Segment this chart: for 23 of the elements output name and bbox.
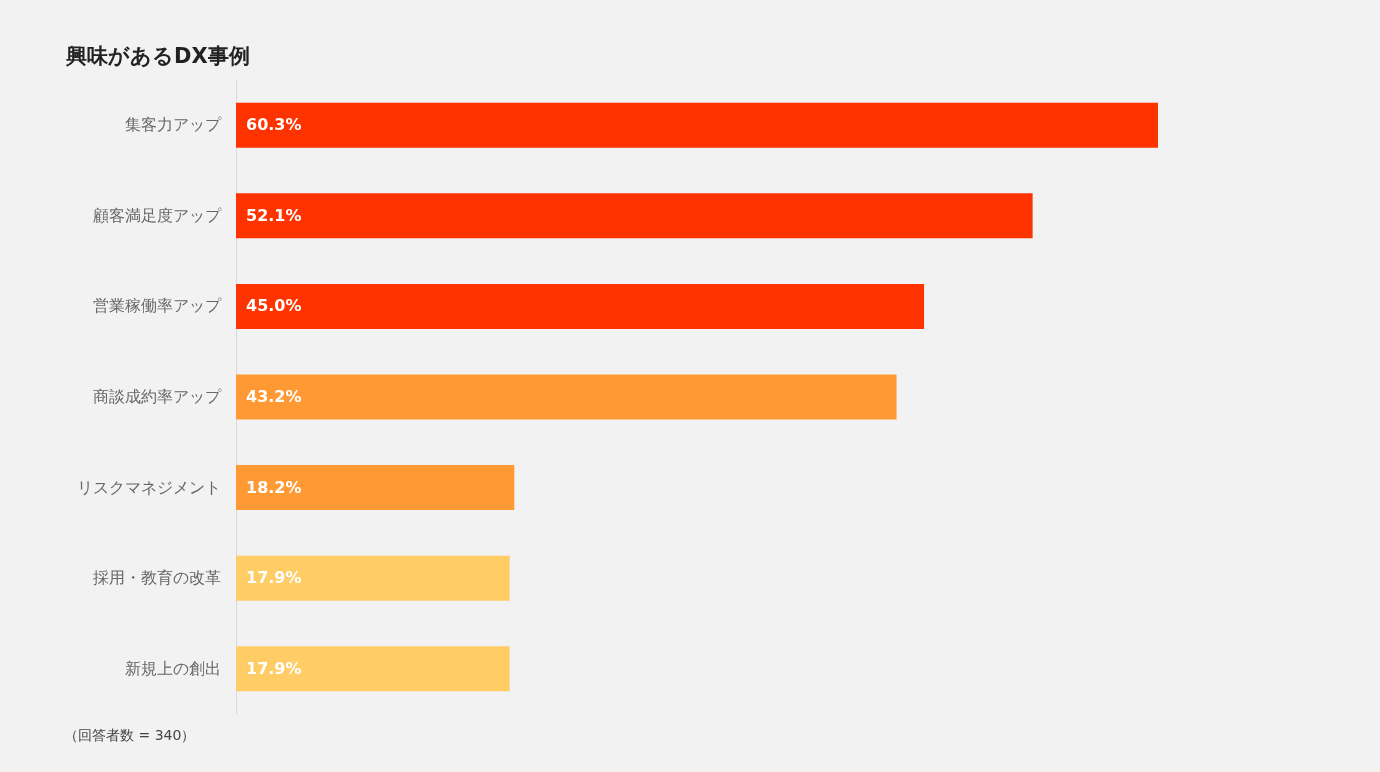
text: （回答者数 = 340） [64, 727, 196, 743]
y-tick-label: 採用・教育の改革 [92, 568, 221, 588]
bar [236, 555, 510, 601]
data-label: 52.1% [246, 205, 302, 225]
y-tick-label: 顧客満足度アップ [92, 205, 222, 225]
bar [236, 193, 1033, 239]
data-label: 17.9% [246, 658, 302, 678]
y-tick-label: リスクマネジメント [76, 477, 221, 497]
chart-title: 興味があるDX事例 [65, 44, 250, 68]
bar [236, 465, 515, 511]
y-tick-label: 新規上の創出 [124, 658, 221, 678]
bar [236, 374, 897, 420]
bar [236, 102, 1158, 148]
data-label: 45.0% [246, 296, 302, 316]
data-label: 43.2% [246, 387, 302, 406]
bar [236, 283, 925, 329]
y-tick-label: 商談成約率アップ [92, 387, 222, 406]
data-label: 17.9% [246, 568, 302, 588]
y-tick-label: 営業稼働率アップ [92, 296, 222, 316]
data-label: 18.2% [246, 477, 302, 497]
data-label: 60.3% [246, 115, 302, 135]
bar [236, 646, 510, 692]
y-tick-label: 集客力アップ [124, 115, 222, 135]
